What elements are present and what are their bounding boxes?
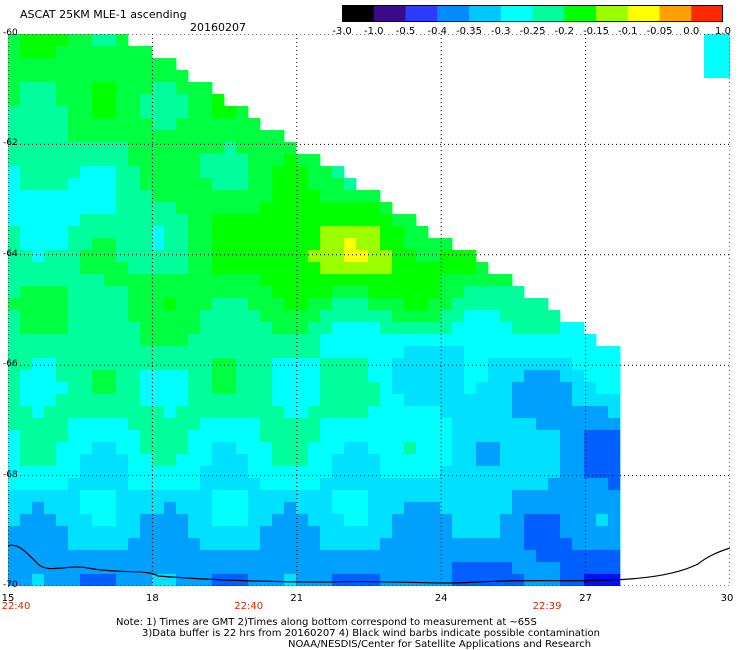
time-label: 22:39 xyxy=(532,601,562,612)
latitude-label: -64 xyxy=(3,248,18,259)
longitude-label: 30 xyxy=(720,593,734,604)
latitude-label: -68 xyxy=(3,469,18,480)
colorbar-tick-label: -0.15 xyxy=(583,26,609,37)
mle-field xyxy=(8,34,621,586)
colorbar-segment xyxy=(659,5,692,22)
colorbar-tick-label: -0.3 xyxy=(490,26,511,37)
colorbar-segment xyxy=(564,5,597,22)
longitude-label: 15 xyxy=(1,593,15,604)
note-line-1: Note: 1) Times are GMT 2)Times along bot… xyxy=(116,617,537,628)
colorbar-segment xyxy=(373,5,407,22)
longitude-label: 27 xyxy=(579,593,592,604)
latitude-label: -62 xyxy=(3,138,18,149)
colorbar-tick-label: 0.0 xyxy=(683,26,700,37)
colorbar-tick-label: -0.05 xyxy=(646,26,673,37)
map-date: 20160207 xyxy=(190,21,246,34)
colorbar-segment xyxy=(469,5,502,22)
colorbar-segment xyxy=(437,5,470,22)
colorbar-segment xyxy=(500,5,534,22)
colorbar-segment xyxy=(532,5,565,22)
colorbar-tick-label: -0.25 xyxy=(519,26,546,37)
latitude-label: -60 xyxy=(3,28,18,38)
colorbar-segment xyxy=(691,5,723,22)
graticule xyxy=(8,34,730,586)
map-title: ASCAT 25KM MLE-1 ascending xyxy=(20,8,187,21)
colorbar-segment xyxy=(596,5,629,22)
colorbar-tick-label: -0.2 xyxy=(554,26,575,37)
colorbar-tick-label: 1.0 xyxy=(715,26,731,37)
time-label: 22:40 xyxy=(234,601,264,612)
latitude-label: -66 xyxy=(3,359,18,370)
colorbar-tick-label: -0.1 xyxy=(617,26,638,37)
colorbar-tick-label: -0.5 xyxy=(395,26,416,37)
colorbar-tick-label: -3.0 xyxy=(332,26,352,37)
latitude-label: -70 xyxy=(3,580,18,590)
mle-map xyxy=(8,34,730,586)
longitude-label: 21 xyxy=(290,593,304,604)
colorbar-segment xyxy=(405,5,438,22)
longitude-label: 18 xyxy=(146,593,159,604)
colorbar xyxy=(342,5,723,22)
note-line-3: NOAA/NESDIS/Center for Satellite Applica… xyxy=(288,639,592,650)
colorbar-segment xyxy=(342,5,375,22)
colorbar-segment xyxy=(627,5,661,22)
colorbar-tick-label: -0.35 xyxy=(456,26,482,37)
colorbar-frame xyxy=(342,5,723,22)
colorbar-tick-label: -0.4 xyxy=(427,26,448,37)
longitude-label: 24 xyxy=(434,593,448,604)
colorbar-tick-label: -1.0 xyxy=(363,26,384,37)
coastline xyxy=(8,544,730,584)
swath-fragment xyxy=(704,34,730,78)
time-label: 22:40 xyxy=(1,601,31,612)
note-line-2: 3)Data buffer is 22 hrs from 20160207 4)… xyxy=(142,628,600,639)
